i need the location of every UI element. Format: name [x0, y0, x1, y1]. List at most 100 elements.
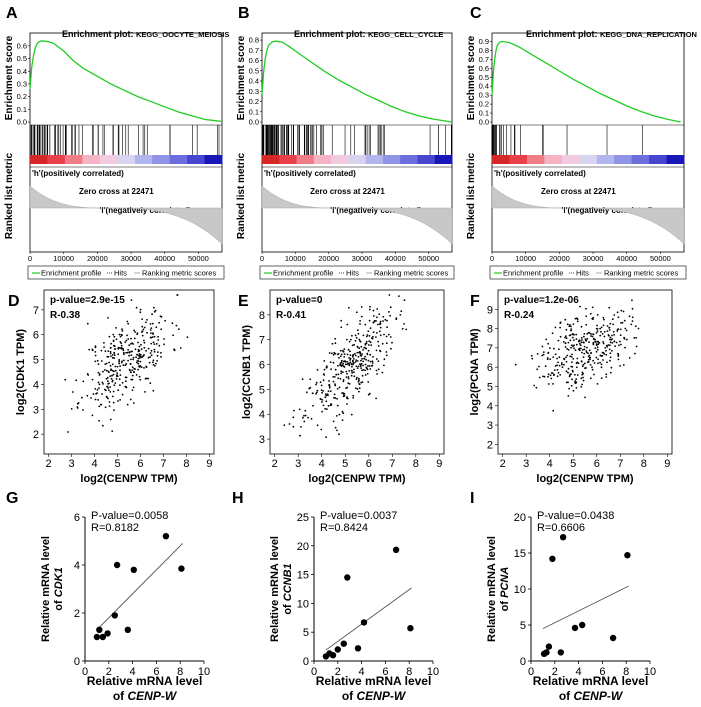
data-point — [312, 404, 314, 407]
data-point — [345, 387, 347, 390]
data-point — [580, 336, 583, 339]
data-point — [98, 387, 100, 389]
data-point — [552, 356, 555, 358]
data-point — [360, 306, 363, 308]
data-point — [349, 354, 352, 357]
data-point — [107, 350, 110, 352]
x-tick-label: 6 — [366, 458, 372, 470]
y-tick-label: 2 — [487, 439, 493, 451]
data-point — [358, 390, 360, 393]
data-point — [320, 389, 323, 391]
data-point — [566, 323, 569, 326]
data-point — [595, 356, 598, 359]
data-point — [138, 375, 141, 378]
rank-color-band — [434, 155, 453, 164]
x-tick-label: 4 — [359, 666, 365, 678]
data-point — [349, 361, 352, 364]
data-point — [596, 340, 599, 343]
data-point — [381, 371, 384, 374]
data-point — [552, 409, 555, 412]
data-point — [530, 354, 533, 357]
data-point — [371, 360, 374, 363]
data-point — [104, 406, 107, 409]
data-point — [329, 390, 332, 392]
data-point — [571, 378, 573, 381]
data-point — [328, 387, 331, 389]
data-point — [122, 351, 125, 354]
data-point — [121, 381, 124, 384]
data-point — [324, 393, 327, 395]
data-point — [574, 380, 577, 383]
data-point — [116, 375, 119, 377]
data-point — [566, 354, 569, 357]
x-axis-label-line2: of CENP-W — [342, 689, 407, 703]
data-point — [379, 326, 382, 329]
data-point — [326, 393, 329, 395]
y-axis-label-es: Enrichment score — [4, 35, 15, 120]
data-point — [87, 374, 90, 376]
data-point — [119, 369, 121, 372]
rank-color-band — [509, 155, 528, 164]
x-tick-label: 0 — [28, 254, 32, 263]
data-point — [352, 360, 354, 363]
data-point — [113, 409, 115, 411]
y-tick-label: 3 — [259, 434, 265, 446]
data-point — [111, 430, 114, 432]
data-point — [631, 299, 633, 302]
data-point — [407, 625, 414, 632]
data-point — [336, 353, 339, 356]
data-point — [568, 375, 571, 378]
data-point — [113, 357, 116, 359]
data-point — [81, 396, 83, 399]
x-tick-label: 2 — [552, 666, 558, 678]
data-point — [138, 365, 141, 368]
rank-color-band — [579, 155, 598, 164]
data-point — [109, 352, 112, 355]
data-point — [563, 358, 566, 361]
panel-label: G — [6, 490, 18, 507]
legend-label: Hits — [346, 269, 359, 278]
data-point — [570, 384, 573, 387]
data-point — [595, 327, 598, 330]
data-point — [370, 344, 373, 346]
x-tick-label: 5 — [342, 458, 348, 470]
data-point — [369, 327, 372, 330]
data-point — [366, 367, 369, 370]
data-point — [582, 356, 585, 358]
data-point — [571, 333, 574, 336]
data-point — [559, 374, 562, 376]
data-point — [124, 385, 127, 388]
qpcr-panel-H: H 0 2 4 6 8 10 0 5 10 15 20 25 P-value=0.0037R=0.8424… — [232, 490, 439, 703]
data-point — [357, 332, 360, 335]
data-point — [570, 346, 572, 349]
data-point — [592, 316, 595, 319]
correlation-panel-E: E2 3 4 5 6 7 8 9345678p-value=0R-0.41log2(CENPW… — [238, 289, 445, 485]
data-point — [146, 319, 148, 321]
data-point — [596, 314, 599, 316]
rank-color-band — [596, 155, 615, 164]
data-point — [368, 308, 371, 311]
x-axis-label-prefix: of — [342, 689, 357, 703]
data-point — [562, 341, 565, 343]
data-point — [389, 336, 392, 338]
data-point — [305, 391, 308, 394]
data-point — [179, 347, 182, 349]
y-axis-label: log2(CDK1 TPM) — [15, 329, 27, 416]
y-tick-label: 0.3 — [249, 87, 259, 96]
y-axis-label-rank: Ranked list metric — [466, 152, 477, 239]
data-point — [633, 337, 636, 339]
x-tick-label: 30000 — [583, 254, 604, 263]
data-point — [368, 319, 371, 322]
data-point — [113, 354, 116, 357]
data-point — [367, 349, 370, 352]
y-tick-label: 2 — [33, 429, 39, 441]
data-point — [351, 371, 353, 374]
data-point — [356, 345, 359, 348]
y-tick-label: 0.7 — [249, 46, 259, 55]
y-axis-label-rank: Ranked list metric — [4, 152, 15, 239]
data-point — [125, 339, 128, 342]
data-point — [75, 379, 78, 382]
p-value-label: p-value=1.2e-06 — [504, 295, 579, 306]
x-tick-label: 2 — [106, 666, 112, 678]
